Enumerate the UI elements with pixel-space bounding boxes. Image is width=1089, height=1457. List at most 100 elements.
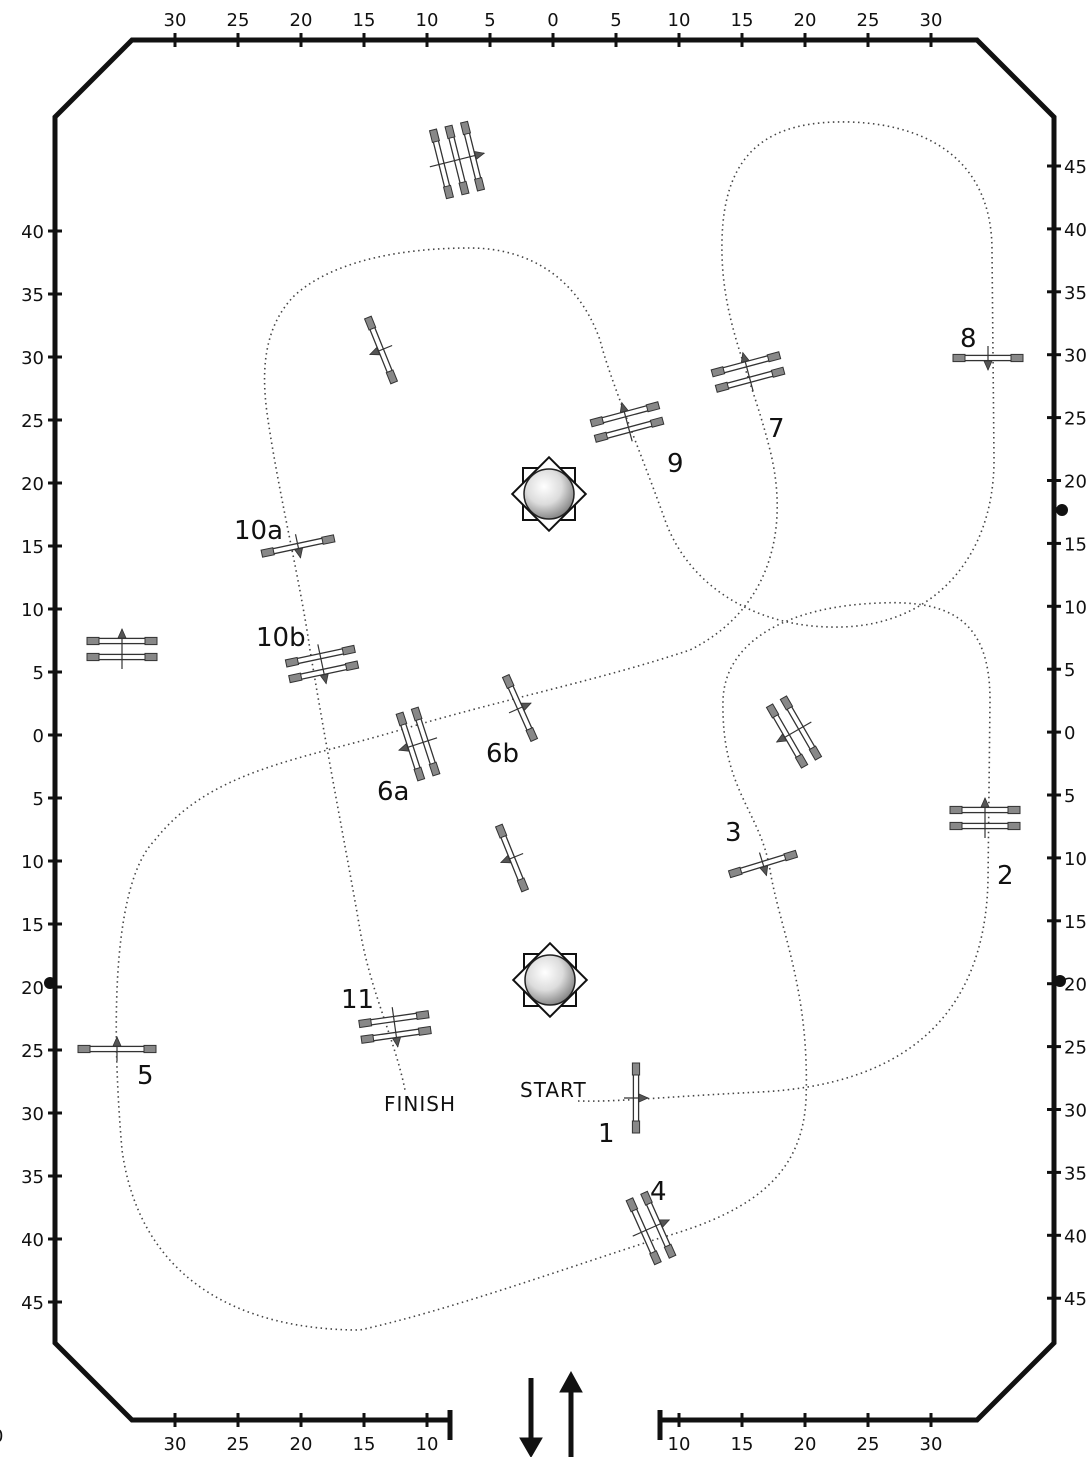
scale-label-left: 10	[21, 852, 44, 873]
scale-label-bottom: 20	[794, 1434, 817, 1455]
track-lines	[115, 121, 995, 1331]
scale-label-top: 10	[416, 10, 439, 31]
scale-label-right: 45	[1064, 1289, 1087, 1310]
scale-label-right: 35	[1064, 1163, 1087, 1184]
scale-label-right: 20	[1064, 472, 1087, 493]
scale-label-left: 5	[33, 663, 44, 684]
scale-label-top: 15	[731, 10, 754, 31]
finish-label: FINISH	[384, 1092, 456, 1116]
decoration-star-icon	[511, 941, 589, 1019]
scale-label-right: 40	[1064, 1226, 1087, 1247]
scale-label-right: 5	[1064, 786, 1075, 807]
scale-label-right: 10	[1064, 597, 1087, 618]
jump-6a	[395, 706, 441, 782]
arena-boundary	[52, 37, 1057, 1440]
jump-unnumbered-upper	[363, 315, 399, 385]
jump-2	[949, 797, 1021, 838]
scale-label-left: 35	[21, 285, 44, 306]
jump-9	[589, 401, 665, 443]
scale-label-bottom: 10	[416, 1434, 439, 1455]
scale-label-left: 30	[21, 1104, 44, 1125]
obstacles	[77, 120, 1024, 1266]
scale-label-left: 0	[33, 726, 44, 747]
scale-label-left: 45	[21, 1293, 44, 1314]
scale-label-bottom: 25	[857, 1434, 880, 1455]
jump-label-2: 2	[997, 861, 1014, 891]
jump-6b	[501, 673, 539, 743]
jump-label-11: 11	[341, 985, 374, 1015]
scale-label-right: 20	[1064, 975, 1087, 996]
scale-label-top: 25	[857, 10, 880, 31]
jump-unnumbered-top	[428, 120, 486, 200]
top-scale: 30 25 20 15 10 5 0 5 10 15 20 25 30	[164, 10, 943, 47]
scale-label-bottom: 20	[290, 1434, 313, 1455]
scale-label-top: 0	[547, 10, 558, 31]
scale-label-bottom: 15	[731, 1434, 754, 1455]
jump-label-7: 7	[768, 414, 785, 444]
scale-label-top: 20	[290, 10, 313, 31]
scale-label-left: 25	[21, 1041, 44, 1062]
corner-fragment: 0	[0, 1426, 3, 1447]
scale-label-top: 30	[920, 10, 943, 31]
jump-7	[710, 351, 786, 393]
scale-label-right: 5	[1064, 660, 1075, 681]
exit-arrow-icon	[519, 1378, 543, 1457]
scale-label-left: 20	[21, 474, 44, 495]
jump-unnumbered-middle	[494, 823, 530, 893]
jump-label-1: 1	[598, 1119, 615, 1149]
entry-arrow-icon	[559, 1370, 583, 1457]
decoration-star-icon	[510, 455, 588, 533]
scale-label-bottom: 10	[668, 1434, 691, 1455]
jump-labels: 1 2 3 4 5 6a 6b 7 8 9 10a 10b 11 START F…	[137, 324, 1014, 1207]
scale-label-left: 25	[21, 411, 44, 432]
jump-label-6a: 6a	[377, 777, 409, 807]
scale-label-right: 35	[1064, 283, 1087, 304]
jump-3	[727, 849, 799, 879]
scale-label-bottom: 25	[227, 1434, 250, 1455]
scale-label-right: 10	[1064, 849, 1087, 870]
scale-label-right: 45	[1064, 157, 1087, 178]
jump-label-10a: 10a	[234, 516, 283, 546]
scale-label-top: 30	[164, 10, 187, 31]
scale-label-left: 15	[21, 537, 44, 558]
scale-label-left: 40	[21, 222, 44, 243]
jump-5	[77, 1036, 157, 1061]
jump-label-5: 5	[137, 1061, 154, 1091]
scale-label-top: 15	[353, 10, 376, 31]
scale-label-right: 40	[1064, 220, 1087, 241]
scale-label-right: 25	[1064, 1038, 1087, 1059]
scale-label-top: 5	[610, 10, 621, 31]
jump-8	[952, 346, 1024, 371]
scale-label-right: 0	[1064, 723, 1075, 744]
jump-10a	[260, 534, 336, 559]
scale-label-bottom: 30	[164, 1434, 187, 1455]
right-scale: 45 40 35 30 25 20 15 10 5 0 5 10 15 20 25 30 35 40 45	[1047, 157, 1087, 1310]
scale-label-left: 40	[21, 1230, 44, 1251]
scale-label-left: 20	[21, 978, 44, 999]
jump-unnumbered-left	[86, 628, 158, 669]
scale-label-top: 25	[227, 10, 250, 31]
scale-label-left: 5	[33, 789, 44, 810]
jump-4	[625, 1190, 677, 1266]
scale-label-bottom: 15	[353, 1434, 376, 1455]
scale-label-top: 20	[794, 10, 817, 31]
scale-label-right: 15	[1064, 534, 1087, 555]
jump-label-10b: 10b	[256, 623, 306, 653]
jump-10b	[284, 644, 360, 685]
scale-label-top: 10	[668, 10, 691, 31]
scale-label-right: 15	[1064, 912, 1087, 933]
jump-label-8: 8	[960, 324, 977, 354]
jump-unnumbered-right	[765, 695, 823, 769]
scale-label-left: 15	[21, 915, 44, 936]
scale-label-bottom: 30	[920, 1434, 943, 1455]
scale-label-top: 5	[484, 10, 495, 31]
jump-label-9: 9	[667, 449, 684, 479]
bottom-scale: 30 25 20 15 10 10 15 20 25 30	[164, 1413, 943, 1455]
scale-label-right: 30	[1064, 1101, 1087, 1122]
jump-label-3: 3	[725, 818, 742, 848]
scale-label-left: 30	[21, 348, 44, 369]
scale-label-left: 35	[21, 1167, 44, 1188]
scale-label-right: 25	[1064, 409, 1087, 430]
side-markers	[44, 504, 1068, 989]
